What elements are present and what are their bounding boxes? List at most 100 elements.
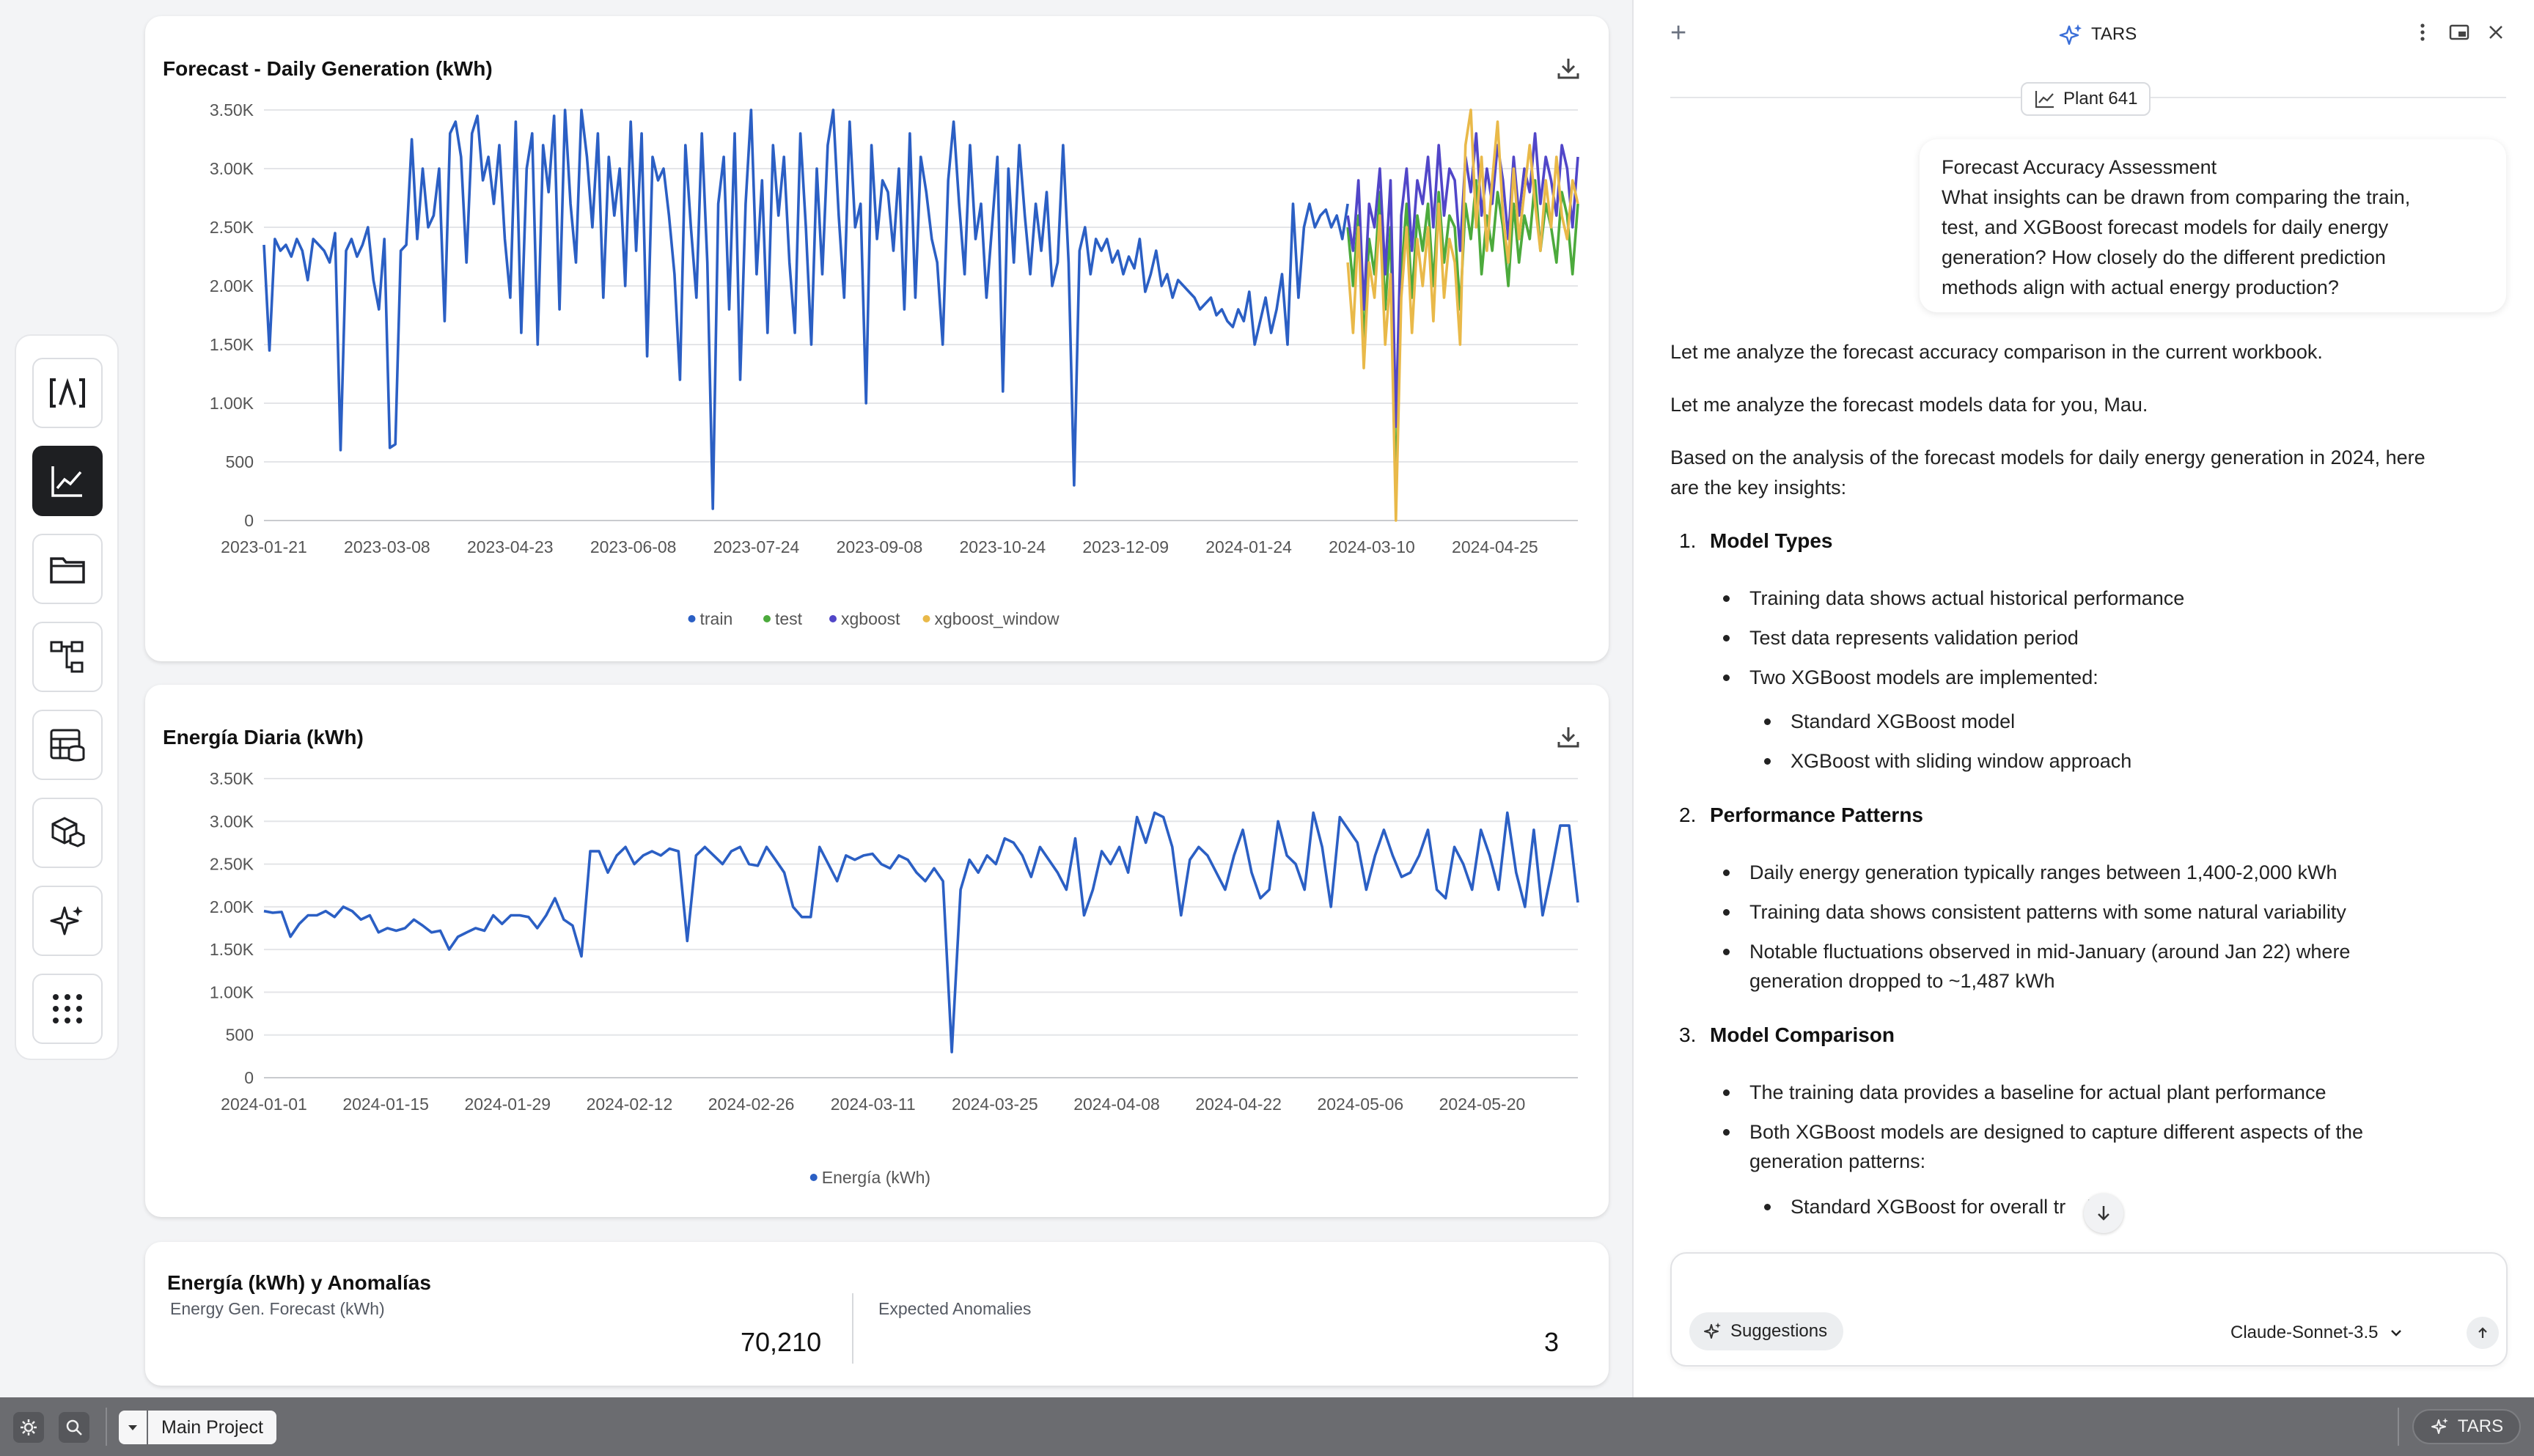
legend-label[interactable]: xgboost — [841, 609, 900, 628]
arrow-down-icon — [2098, 1206, 2109, 1221]
user-message-bubble: Forecast Accuracy Assessment What insigh… — [1920, 139, 2506, 312]
sparkle-icon — [50, 906, 83, 935]
chat-composer[interactable]: Suggestions Claude-Sonnet-3.5 — [1670, 1252, 2508, 1367]
y-tick-label: 500 — [226, 1026, 254, 1045]
chevron-down-icon — [2391, 1330, 2402, 1336]
legend-label[interactable]: Energía (kWh) — [822, 1168, 930, 1187]
ai-nav-button[interactable] — [32, 886, 103, 956]
series-line-xgboost-window[interactable] — [1346, 109, 1579, 522]
bullet-dot — [1723, 909, 1730, 916]
bullet-dot — [1723, 635, 1730, 641]
legend-marker — [809, 1174, 818, 1181]
legend-label[interactable]: xgboost_window — [935, 609, 1059, 628]
x-tick-label: 2023-09-08 — [837, 537, 923, 556]
model-selector[interactable]: Claude-Sonnet-3.5 — [2230, 1323, 2404, 1343]
bullet-text: Training data shows consistent patterns … — [1749, 901, 2346, 923]
bullet-text: Standard XGBoost model — [1791, 710, 2016, 732]
anomalies-value: 3 — [1544, 1327, 1560, 1357]
y-tick-label: 1.50K — [210, 335, 254, 354]
download-icon[interactable] — [1554, 54, 1582, 82]
bullet-text: Test data represents validation period — [1749, 627, 2079, 649]
y-tick-label: 1.00K — [210, 394, 254, 413]
assistant-paragraph-line: Based on the analysis of the forecast mo… — [1670, 446, 2425, 468]
y-tick-label: 3.00K — [210, 812, 254, 831]
settings-button[interactable] — [13, 1412, 44, 1443]
forecast-chart-card: Forecast - Daily Generation (kWh) 0 500 1.… — [145, 16, 1609, 661]
series-line-train[interactable] — [262, 109, 1349, 510]
search-button[interactable] — [59, 1412, 89, 1443]
x-tick-label: 2024-02-26 — [708, 1095, 795, 1114]
bullet-dot — [1764, 718, 1771, 725]
bottom-bar-divider — [2398, 1408, 2399, 1446]
y-tick-label: 2.50K — [210, 855, 254, 874]
send-button[interactable] — [2467, 1317, 2499, 1349]
section-heading: Model Comparison — [1710, 1023, 1895, 1046]
y-tick-label: 2.00K — [210, 897, 254, 916]
legend-marker — [688, 615, 696, 622]
files-nav-button[interactable] — [32, 534, 103, 604]
table-database-icon — [50, 729, 85, 762]
bullet-text: Daily energy generation typically ranges… — [1749, 861, 2337, 883]
lambda-logo-button[interactable] — [32, 358, 103, 428]
lambda-logo-icon — [50, 378, 85, 408]
y-tick-label: 0 — [244, 511, 254, 530]
y-tick-label: 500 — [226, 452, 254, 471]
user-message-line: Forecast Accuracy Assessment — [1942, 156, 2217, 178]
legend-marker — [763, 615, 771, 622]
x-tick-label: 2023-10-24 — [959, 537, 1046, 556]
x-tick-label: 2024-02-12 — [587, 1095, 673, 1114]
bullet-dot — [1723, 674, 1730, 681]
picture-in-picture-icon[interactable] — [2447, 21, 2471, 44]
tars-toggle-button[interactable]: TARS — [2412, 1409, 2521, 1444]
x-tick-label: 2024-04-25 — [1452, 537, 1538, 556]
kpi-divider — [852, 1293, 853, 1364]
scroll-to-bottom-button[interactable] — [2084, 1194, 2123, 1233]
energy-forecast-value: 70,210 — [741, 1327, 822, 1357]
apps-nav-button[interactable] — [32, 974, 103, 1044]
y-tick-label: 3.50K — [210, 769, 254, 788]
x-tick-label: 2024-05-20 — [1439, 1095, 1526, 1114]
arrow-up-icon — [2478, 1327, 2487, 1338]
user-message-line: What insights can be drawn from comparin… — [1942, 186, 2411, 208]
line-chart-icon — [51, 466, 82, 497]
bullet-dot — [1764, 758, 1771, 765]
assistant-paragraph: Let me analyze the forecast models data … — [1670, 394, 2148, 416]
project-tab-dropdown[interactable] — [119, 1411, 147, 1444]
flow-nav-button[interactable] — [32, 622, 103, 692]
assistant-paragraph-line: are the key insights: — [1670, 477, 1847, 499]
charts-nav-button[interactable] — [32, 446, 103, 516]
close-icon[interactable] — [2484, 21, 2508, 44]
download-icon[interactable] — [1554, 723, 1582, 751]
x-tick-label: 2023-12-09 — [1082, 537, 1169, 556]
x-tick-label: 2023-03-08 — [344, 537, 430, 556]
section-number: 2. — [1679, 804, 1697, 826]
bullet-text: Notable fluctuations observed in mid-Jan… — [1749, 941, 2351, 963]
user-message-line: methods align with actual energy product… — [1942, 276, 2339, 298]
series-line-energ-a-kwh-[interactable] — [263, 811, 1579, 1054]
left-nav-rail — [15, 334, 119, 1060]
y-tick-label: 2.00K — [210, 276, 254, 295]
models-nav-button[interactable] — [32, 798, 103, 868]
more-vertical-icon[interactable] — [2411, 21, 2434, 44]
plant-context-chip[interactable]: Plant 641 — [2021, 82, 2151, 116]
legend-marker — [922, 615, 930, 622]
x-tick-label: 2024-01-24 — [1205, 537, 1292, 556]
bullet-dot — [1764, 1204, 1771, 1210]
bullet-text: generation dropped to ~1,487 kWh — [1749, 970, 2055, 992]
bullet-text: The training data provides a baseline fo… — [1749, 1081, 2326, 1103]
user-message-line: generation? How closely do the different… — [1942, 246, 2386, 268]
energia-line-chart: 0 500 1.00K 1.50K 2.00K 2.50K 3.00K 3.50K 2024-0… — [210, 769, 1579, 1187]
anomalies-label: Expected Anomalies — [878, 1299, 1032, 1318]
new-chat-plus-icon[interactable]: + — [1670, 18, 1687, 48]
legend-label[interactable]: train — [700, 609, 733, 628]
data-nav-button[interactable] — [32, 710, 103, 780]
x-tick-label: 2023-06-08 — [590, 537, 677, 556]
project-tab[interactable]: Main Project — [148, 1411, 276, 1444]
suggestions-button[interactable]: Suggestions — [1689, 1312, 1844, 1350]
bullet-text: Both XGBoost models are designed to capt… — [1749, 1121, 2364, 1143]
sparkle-icon — [1704, 1323, 1721, 1339]
suggestions-label: Suggestions — [1730, 1321, 1828, 1341]
legend-label[interactable]: test — [775, 609, 803, 628]
line-chart-icon — [2035, 91, 2054, 109]
